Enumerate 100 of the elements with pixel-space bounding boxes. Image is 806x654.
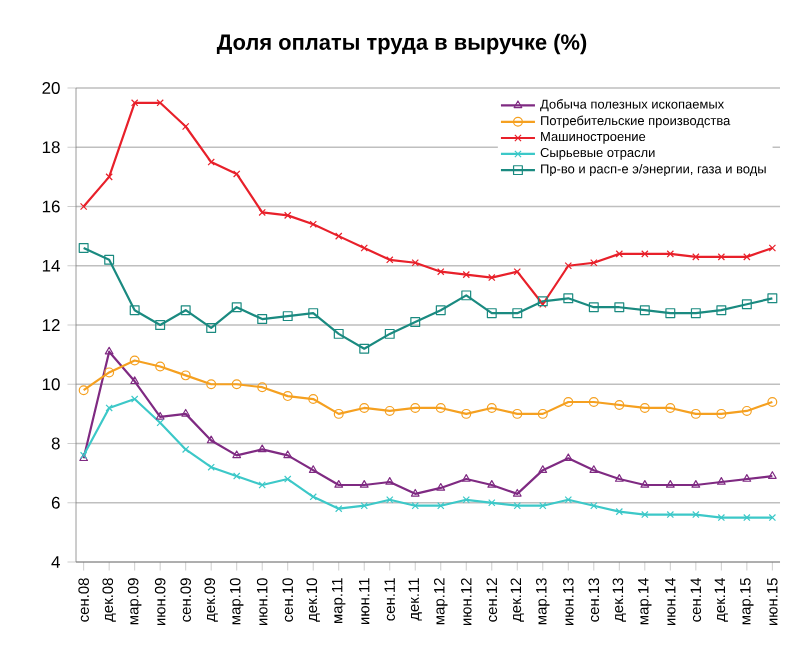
y-tick-label: 18 (42, 141, 60, 154)
point (257, 444, 267, 453)
point (129, 305, 140, 316)
point (333, 328, 344, 339)
point (233, 472, 241, 480)
point (435, 402, 446, 413)
point (436, 482, 446, 491)
point (666, 250, 675, 258)
point (335, 232, 343, 240)
point (359, 402, 370, 413)
y-tick-label: 20 (42, 82, 60, 94)
point (385, 477, 395, 485)
point (180, 305, 191, 316)
point (155, 361, 166, 372)
point (690, 308, 701, 319)
point (155, 320, 166, 330)
point (386, 256, 394, 264)
point (231, 302, 242, 313)
point (641, 510, 649, 519)
y-tick-label: 8 (51, 437, 60, 450)
point (742, 474, 752, 482)
point (130, 395, 139, 403)
point (359, 343, 370, 354)
point (410, 402, 421, 413)
point (308, 308, 319, 319)
point (716, 305, 727, 316)
point (462, 270, 470, 279)
point (461, 290, 472, 301)
point (716, 477, 726, 485)
point (359, 479, 369, 488)
point (130, 376, 140, 385)
point (156, 419, 164, 427)
point (104, 367, 115, 378)
y-tick-label: 14 (42, 259, 60, 272)
point (384, 405, 395, 416)
point (333, 408, 344, 419)
point (512, 408, 523, 419)
point (258, 481, 266, 489)
point (308, 394, 319, 405)
point (284, 211, 292, 220)
point (257, 382, 268, 393)
point (284, 475, 292, 483)
point (539, 502, 547, 510)
point (665, 479, 675, 488)
point (78, 242, 89, 253)
point (665, 308, 676, 319)
point (233, 170, 241, 178)
point (130, 99, 139, 107)
point (716, 408, 727, 419)
point (589, 465, 599, 473)
point (258, 208, 266, 217)
point (283, 450, 293, 459)
point (257, 314, 268, 325)
y-tick-label: 16 (42, 200, 60, 213)
point (487, 479, 497, 488)
point (155, 411, 165, 420)
chart-title: Доля оплаты труда в выручке (%) (216, 33, 587, 55)
point (360, 244, 368, 252)
point (181, 122, 190, 131)
point (741, 405, 752, 416)
point (665, 402, 676, 413)
point (563, 453, 573, 462)
point (105, 404, 113, 412)
point (717, 253, 726, 261)
point (614, 474, 624, 482)
point (639, 305, 650, 316)
point (588, 302, 599, 313)
point (741, 299, 752, 310)
point (538, 465, 548, 473)
point (207, 158, 215, 166)
point (488, 273, 496, 282)
y-tick-label: 4 (51, 556, 60, 568)
point (639, 402, 650, 413)
point (282, 311, 293, 322)
point (767, 293, 778, 304)
point (461, 408, 472, 419)
y-tick-label: 12 (42, 319, 60, 331)
point (308, 465, 318, 473)
point (232, 450, 242, 459)
point (435, 305, 446, 316)
point (282, 391, 293, 402)
point (206, 379, 217, 390)
point (129, 355, 140, 366)
point (206, 322, 217, 333)
point (717, 513, 726, 522)
y-tick-label: 10 (42, 378, 60, 391)
point (640, 479, 650, 488)
point (410, 488, 420, 497)
point (410, 317, 421, 328)
point (691, 479, 701, 488)
point (690, 408, 701, 419)
point (181, 408, 191, 417)
point (743, 513, 751, 522)
point (614, 302, 625, 313)
point (486, 402, 497, 413)
point (614, 400, 625, 410)
point (437, 267, 445, 276)
point (588, 397, 599, 408)
point (181, 445, 190, 454)
point (512, 488, 522, 497)
